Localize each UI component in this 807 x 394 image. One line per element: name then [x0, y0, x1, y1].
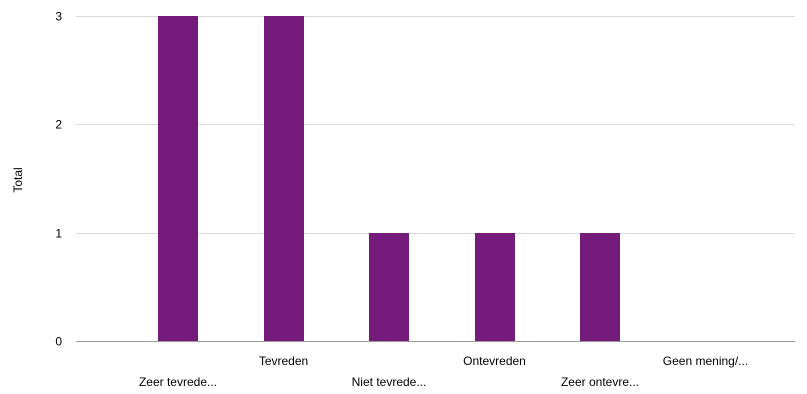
bar-2[interactable]: [264, 16, 304, 341]
bar-5[interactable]: [580, 233, 620, 341]
x-tick-label-4: Ontevreden: [463, 354, 526, 368]
y-tick-label-1: 1: [55, 227, 62, 241]
x-tick-label-1: Zeer tevrede...: [139, 375, 217, 389]
y-axis-title: Total: [11, 167, 25, 192]
bar-4[interactable]: [475, 233, 515, 341]
y-tick-label-3: 3: [55, 10, 62, 24]
bar-1[interactable]: [158, 16, 198, 341]
x-tick-labels: Zeer tevrede... Tevreden Niet tevrede... On…: [139, 354, 748, 389]
y-tick-label-2: 2: [55, 118, 62, 132]
y-tick-labels: 0 1 2 3: [55, 10, 62, 349]
bar-3[interactable]: [369, 233, 409, 341]
x-tick-label-6: Geen mening/...: [663, 354, 748, 368]
y-tick-label-0: 0: [55, 335, 62, 349]
bars: [158, 16, 620, 341]
x-tick-label-5: Zeer ontevre...: [561, 375, 639, 389]
x-tick-label-3: Niet tevrede...: [352, 375, 427, 389]
x-tick-label-2: Tevreden: [259, 354, 308, 368]
